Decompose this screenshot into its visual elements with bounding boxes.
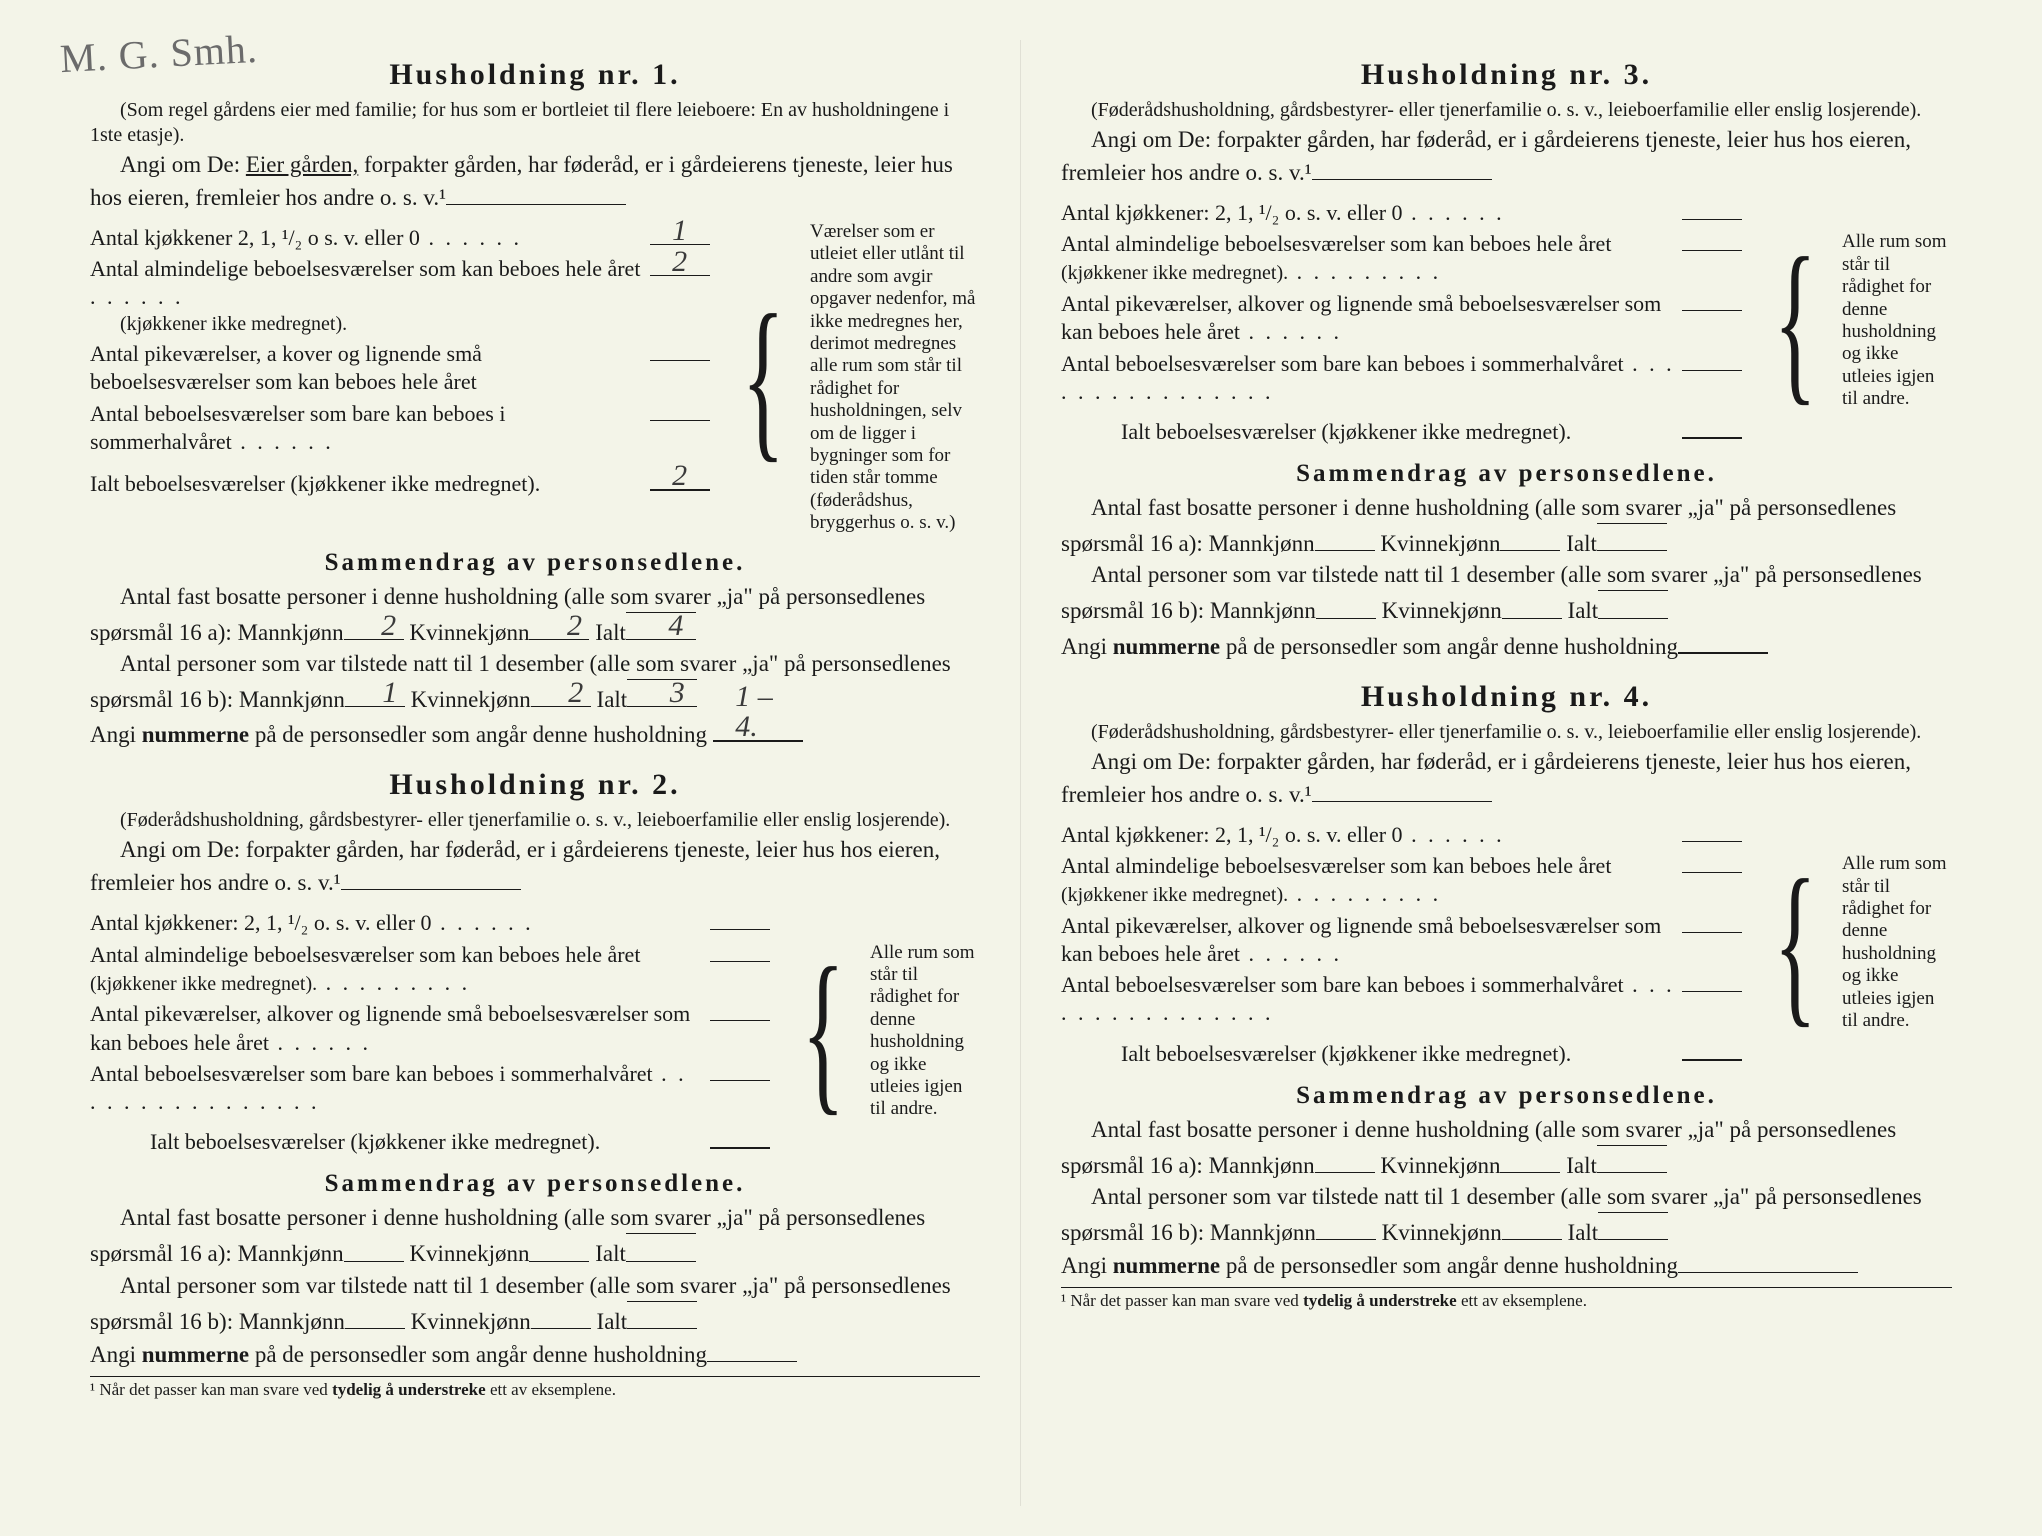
hh4-summary-line-b: Antal personer som var tilstede natt til… — [1061, 1181, 1952, 1248]
hh4-summary-heading: Sammendrag av personsedlene. — [1061, 1082, 1952, 1110]
hh3-r1: Antal kjøkkener: 2, 1, ¹/₂ o. s. v. elle… — [1061, 196, 1742, 227]
hh1-summary-line-a: Antal fast bosatte personer i denne hush… — [90, 581, 980, 648]
hh3-sidenote: Alle rum som står til rådighet for denne… — [1842, 231, 1952, 410]
hh4-r2: Antal almindelige beboelsesværelser som … — [1061, 849, 1742, 909]
hh4-note: (Føderådshusholdning, gårdsbestyrer- ell… — [1061, 720, 1952, 745]
hh3-brace-col: { Alle rum som står til rådighet for den… — [1752, 196, 1952, 446]
hh2-total: Ialt beboelsesværelser (kjøkkener ikke m… — [90, 1124, 770, 1156]
r4-label: Antal beboelsesværelser som bare kan beb… — [90, 400, 644, 456]
footnote-left: ¹ Når det passer kan man svare ved tydel… — [90, 1376, 980, 1400]
hh1-r2: Antal almindelige beboelsesværelser som … — [90, 252, 710, 337]
hh3-rooms-block: Antal kjøkkener: 2, 1, ¹/₂ o. s. v. elle… — [1061, 196, 1952, 446]
hh4-sidenote: Alle rum som står til rådighet for denne… — [1842, 853, 1952, 1032]
hh1-nummer-line: Angi nummerne på de personsedler som ang… — [90, 715, 980, 750]
hh4-summary-line-a: Antal fast bosatte personer i denne hush… — [1061, 1114, 1952, 1181]
hh2-summary-heading: Sammendrag av personsedlene. — [90, 1170, 980, 1198]
hh3-summary-line-a: Antal fast bosatte personer i denne hush… — [1061, 492, 1952, 559]
hh1-brace-col: { Værelser som er utleiet eller utlånt t… — [720, 221, 980, 535]
r1-label: Antal kjøkkener 2, 1, ¹/₂ o s. v. eller … — [90, 224, 644, 252]
hh1-note: (Som regel gårdens eier med familie; for… — [90, 98, 980, 148]
mann-a-blank: 2 — [344, 615, 404, 640]
r3-blank — [650, 337, 710, 361]
document-page: M. G. Smh. Husholdning nr. 1. (Som regel… — [0, 0, 2042, 1536]
hh4-rooms-main: Antal kjøkkener: 2, 1, ¹/₂ o. s. v. elle… — [1061, 818, 1742, 1068]
hh2-r1: Antal kjøkkener: 2, 1, ¹/₂ o. s. v. elle… — [90, 906, 770, 937]
curly-brace-icon: { — [741, 297, 784, 459]
hh3-total: Ialt beboelsesværelser (kjøkkener ikke m… — [1061, 414, 1742, 446]
hh1-rooms-main: Antal kjøkkener 2, 1, ¹/₂ o s. v. eller … — [90, 221, 710, 535]
left-column: M. G. Smh. Husholdning nr. 1. (Som regel… — [50, 40, 1021, 1506]
hh2-rooms-block: Antal kjøkkener: 2, 1, ¹/₂ o. s. v. elle… — [90, 906, 980, 1156]
hh3-r4: Antal beboelsesværelser som bare kan beb… — [1061, 346, 1742, 405]
r2-value: 2 — [672, 247, 687, 277]
hh2-r4: Antal beboelsesværelser som bare kan beb… — [90, 1057, 770, 1116]
hh2-r3: Antal pikeværelser, alkover og lignende … — [90, 997, 770, 1056]
hh3-r2: Antal almindelige beboelsesværelser som … — [1061, 227, 1742, 287]
hh1-r3: Antal pikeværelser, a kover og lignende … — [90, 337, 710, 396]
hh4-nummer-line: Angi nummerne på de personsedler som ang… — [1061, 1248, 1952, 1281]
heading-hh2: Husholdning nr. 2. — [90, 768, 980, 802]
angi-blank — [446, 180, 626, 205]
hh2-summary-line-a: Antal fast bosatte personer i denne hush… — [90, 1202, 980, 1269]
curly-brace-icon: { — [1773, 862, 1816, 1024]
hh1-rooms-block: Antal kjøkkener 2, 1, ¹/₂ o s. v. eller … — [90, 221, 980, 535]
hh2-nummer-line: Angi nummerne på de personsedler som ang… — [90, 1337, 980, 1370]
hh4-r1: Antal kjøkkener: 2, 1, ¹/₂ o. s. v. elle… — [1061, 818, 1742, 849]
curly-brace-icon: { — [1773, 240, 1816, 402]
hh1-sidenote: Værelser som er utleiet eller utlånt til… — [810, 221, 980, 535]
r1-blank: 1 — [650, 221, 710, 245]
right-column: Husholdning nr. 3. (Føderådshusholdning,… — [1021, 40, 1992, 1506]
angi-prefix: Angi om De: — [120, 152, 246, 177]
hh3-summary-line-b: Antal personer som var tilstede natt til… — [1061, 559, 1952, 626]
hh1-total: Ialt beboelsesværelser (kjøkkener ikke m… — [90, 466, 710, 498]
ialt-b-blank: 3 — [627, 679, 697, 707]
nummer-blank: 1 – 4. — [713, 715, 803, 742]
r2-label: Antal almindelige beboelsesværelser som … — [90, 255, 644, 337]
hh4-total: Ialt beboelsesværelser (kjøkkener ikke m… — [1061, 1036, 1742, 1068]
hh1-summary-heading: Sammendrag av personsedlene. — [90, 549, 980, 577]
r2-blank: 2 — [650, 252, 710, 276]
heading-hh4: Husholdning nr. 4. — [1061, 680, 1952, 714]
hh1-angi: Angi om De: Eier gården, forpakter gårde… — [90, 150, 980, 213]
heading-hh3: Husholdning nr. 3. — [1061, 58, 1952, 92]
hh3-summary-heading: Sammendrag av personsedlene. — [1061, 460, 1952, 488]
hh1-r1: Antal kjøkkener 2, 1, ¹/₂ o s. v. eller … — [90, 221, 710, 252]
hh3-note: (Føderådshusholdning, gårdsbestyrer- ell… — [1061, 98, 1952, 123]
hh3-rooms-main: Antal kjøkkener: 2, 1, ¹/₂ o. s. v. elle… — [1061, 196, 1742, 446]
total-label: Ialt beboelsesværelser (kjøkkener ikke m… — [90, 470, 644, 498]
mann-b-blank: 1 — [345, 682, 405, 707]
curly-brace-icon: { — [801, 950, 844, 1112]
hh2-r2: Antal almindelige beboelsesværelser som … — [90, 937, 770, 997]
hh2-sidenote: Alle rum som står til rådighet for denne… — [870, 942, 980, 1121]
ialt-a-blank: 4 — [626, 612, 696, 640]
hh1-summary-line-b: Antal personer som var tilstede natt til… — [90, 648, 980, 715]
hh4-brace-col: { Alle rum som står til rådighet for den… — [1752, 818, 1952, 1068]
r1-value: 1 — [672, 216, 687, 246]
hh4-rooms-block: Antal kjøkkener: 2, 1, ¹/₂ o. s. v. elle… — [1061, 818, 1952, 1068]
hh3-angi: Angi om De: forpakter gården, har føderå… — [1061, 125, 1952, 188]
hh2-summary-line-b: Antal personer som var tilstede natt til… — [90, 1270, 980, 1337]
total-value: 2 — [672, 461, 687, 491]
kvinne-a-blank: 2 — [529, 615, 589, 640]
r4-blank — [650, 397, 710, 421]
hh2-note: (Føderådshusholdning, gårdsbestyrer- ell… — [90, 808, 980, 833]
hh4-r3: Antal pikeværelser, alkover og lignende … — [1061, 909, 1742, 968]
hh2-angi: Angi om De: forpakter gården, har føderå… — [90, 835, 980, 898]
hh2-brace-col: { Alle rum som står til rådighet for den… — [780, 906, 980, 1156]
hh2-rooms-main: Antal kjøkkener: 2, 1, ¹/₂ o. s. v. elle… — [90, 906, 770, 1156]
hh4-angi: Angi om De: forpakter gården, har føderå… — [1061, 747, 1952, 810]
kvinne-b-blank: 2 — [531, 682, 591, 707]
angi-underlined: Eier gården, — [246, 152, 358, 177]
r3-label: Antal pikeværelser, a kover og lignende … — [90, 340, 644, 396]
hh3-r3: Antal pikeværelser, alkover og lignende … — [1061, 287, 1742, 346]
hh1-r4: Antal beboelsesværelser som bare kan beb… — [90, 397, 710, 456]
footnote-right: ¹ Når det passer kan man svare ved tydel… — [1061, 1287, 1952, 1311]
hh4-r4: Antal beboelsesværelser som bare kan beb… — [1061, 968, 1742, 1027]
total-blank: 2 — [650, 466, 710, 491]
hh3-nummer-line: Angi nummerne på de personsedler som ang… — [1061, 627, 1952, 662]
